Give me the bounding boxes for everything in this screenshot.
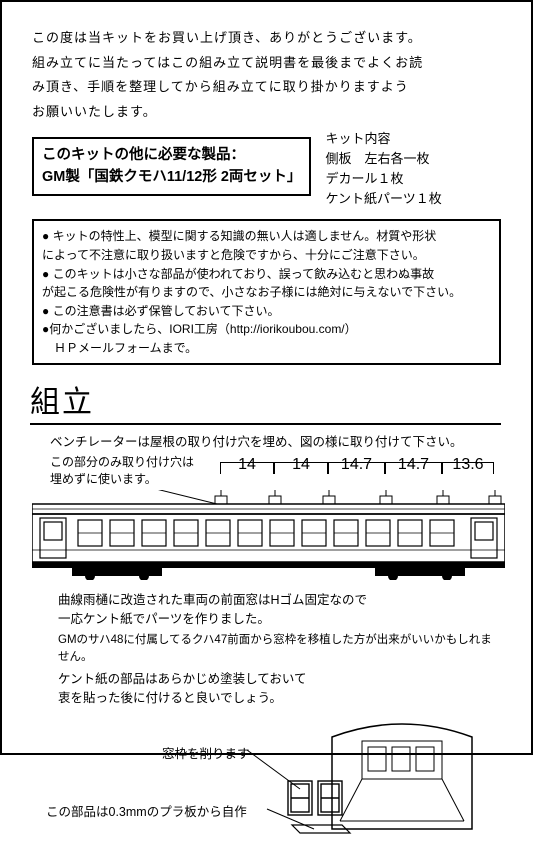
intro-line: み頂き、手順を整理してから組み立てに取り掛かりますよう	[32, 75, 501, 100]
kit-contents-item: デカール１枚	[325, 169, 501, 189]
assembly-title: 組立	[30, 377, 501, 425]
dim-label: 14	[275, 456, 327, 474]
dim-label: 14	[221, 456, 273, 474]
intro-line: お願いいたします。	[32, 100, 501, 125]
kit-contents: キット内容 側板 左右各一枚 デカール１枚 ケント紙パーツ１枚	[325, 129, 501, 210]
warning-line: ● このキットは小さな部品が使われており、誤って飲み込むと思わぬ事故	[42, 265, 491, 284]
dimension-row: 14 14 14.7 14.7 13.6	[220, 452, 501, 478]
under-text: 曲線雨樋に改造された車両の前面窓はHゴム固定なので 一応ケント紙でパーツを作りま…	[58, 591, 501, 630]
warning-line: ＨＰメールフォームまで。	[42, 339, 491, 358]
dim-label: 14.7	[386, 456, 441, 474]
kit-contents-item: ケント紙パーツ１枚	[325, 189, 501, 209]
kit-contents-item: 側板 左右各一枚	[325, 149, 501, 169]
dim-label: 13.6	[443, 456, 493, 474]
intro-text: この度は当キットをお買い上げ頂き、ありがとうございます。 組み立てに当たってはこ…	[32, 26, 501, 125]
under-text2: ケント紙の部品はあらかじめ塗装しておいて 衷を貼った後に付けると良いでしょう。	[58, 670, 501, 709]
warning-line: ●何かございましたら、IORI工房（http://iorikoubou.com/…	[42, 320, 491, 339]
warning-line: によって不注意に取り扱いますと危険ですから、十分にご注意下さい。	[42, 246, 491, 265]
warning-line: ● この注意書は必ず保管しておいて下さい。	[42, 302, 491, 321]
warning-box: ● キットの特性上、模型に関する知識の無い人は適しません。材質や形状 によって不…	[32, 219, 501, 365]
warning-line: が起こる危険性が有りますので、小さなお子様には絶対に与えないで下さい。	[42, 283, 491, 302]
vent-instruction: ベンチレーターは屋根の取り付け穴を埋め、図の様に取り付けて下さい。	[50, 433, 501, 452]
front-part-diagram: 窓枠を削ります この部品は0.3mmのプラ板から自作	[32, 715, 501, 845]
under-sub: GMのサハ48に付属してるクハ47前面から窓枠を移植した方が出来がいいかもしれま…	[58, 632, 501, 667]
kit-contents-title: キット内容	[325, 129, 501, 149]
required-products-box: このキットの他に必要な製品： GM製「国鉄クモハ11/12形 2両セット」	[32, 137, 311, 197]
required-line: GM製「国鉄クモハ11/12形 2両セット」	[42, 167, 301, 189]
intro-line: この度は当キットをお買い上げ頂き、ありがとうございます。	[32, 26, 501, 51]
warning-line: ● キットの特性上、模型に関する知識の無い人は適しません。材質や形状	[42, 227, 491, 246]
dim-label: 14.7	[329, 456, 384, 474]
railcar-diagram	[32, 490, 501, 583]
vent-sub: この部分のみ取り付け穴は 埋めずに使います。	[50, 454, 220, 488]
intro-line: 組み立てに当たってはこの組み立て説明書を最後までよくお読	[32, 51, 501, 76]
required-line: このキットの他に必要な製品：	[42, 145, 301, 167]
